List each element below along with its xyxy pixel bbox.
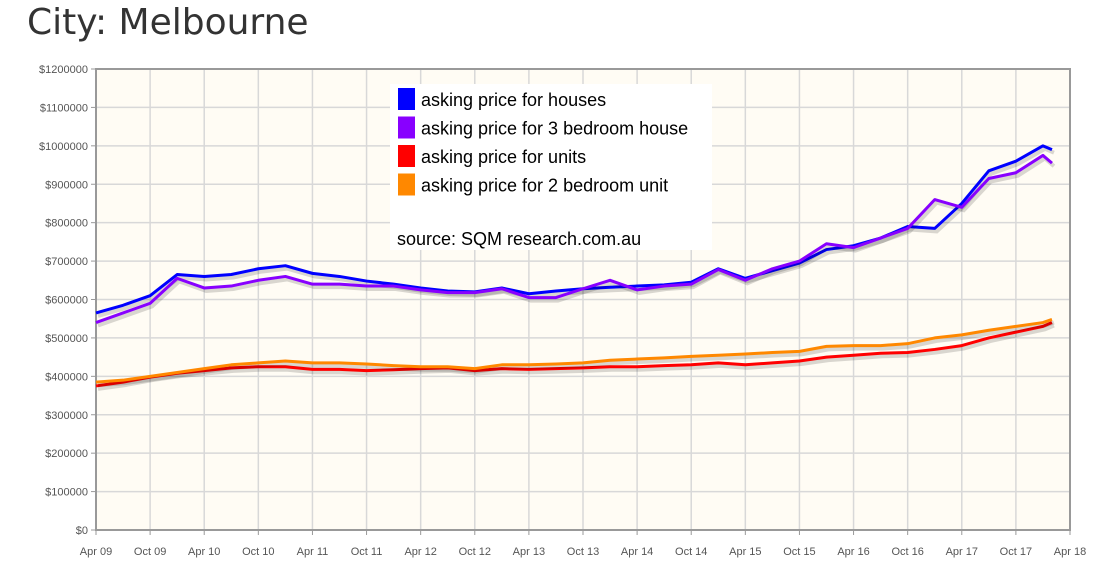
plot-border <box>95 68 1071 531</box>
x-tick-label: Apr 14 <box>621 546 653 558</box>
legend-label: asking price for houses <box>421 90 606 110</box>
y-tick-label: $1100000 <box>40 102 88 114</box>
series-line-2 <box>95 321 1053 388</box>
x-tick-label: Apr 15 <box>729 546 761 558</box>
x-tick-label: Apr 12 <box>404 546 436 558</box>
x-tick-label: Oct 15 <box>783 546 815 558</box>
legend-box <box>390 84 712 250</box>
y-tick-label: $1200000 <box>39 64 88 76</box>
y-tick-label: $500000 <box>45 333 88 345</box>
x-tick-label: Oct 17 <box>1000 546 1032 558</box>
x-tick-label: Oct 13 <box>567 546 599 558</box>
legend-label: asking price for units <box>421 147 586 167</box>
y-tick-label: $800000 <box>45 218 88 230</box>
y-tick-label: $100000 <box>45 487 88 499</box>
series-shadow <box>97 155 1056 328</box>
y-tick-label: $600000 <box>45 295 88 307</box>
x-tick-label: Apr 09 <box>80 546 112 558</box>
x-tick-label: Apr 10 <box>188 546 220 558</box>
x-tick-label: Oct 11 <box>351 546 383 558</box>
y-tick-label: $300000 <box>45 410 88 422</box>
x-tick-label: Apr 13 <box>513 546 545 558</box>
x-tick-label: Oct 09 <box>134 546 166 558</box>
x-tick-label: Apr 18 <box>1054 546 1086 558</box>
y-tick-label: $1000000 <box>39 141 88 153</box>
x-tick-label: Apr 11 <box>297 546 329 558</box>
y-tick-label: $900000 <box>45 179 88 191</box>
x-tick-label: Oct 12 <box>459 546 491 558</box>
x-tick-label: Oct 14 <box>675 546 707 558</box>
series-shadow <box>97 323 1055 391</box>
y-tick-label: $0 <box>76 525 88 537</box>
legend: asking price for houses asking price for … <box>390 84 712 250</box>
legend-swatch <box>398 88 415 110</box>
series-line-1 <box>95 153 1053 324</box>
legend-label: asking price for 2 bedroom unit <box>421 176 668 196</box>
legend-swatch <box>398 145 415 167</box>
y-tick-label: $200000 <box>45 448 88 460</box>
x-tick-label: Apr 17 <box>946 546 978 558</box>
legend-swatch <box>398 173 415 196</box>
x-tick-label: Oct 16 <box>891 546 923 558</box>
y-tick-label: $400000 <box>45 371 88 383</box>
series-shadow <box>97 146 1055 318</box>
source-annotation: source: SQM research.com.au <box>397 229 641 249</box>
page-title: City: Melbourne <box>27 2 309 43</box>
legend-label: asking price for 3 bedroom house <box>421 119 688 139</box>
y-tick-label: $700000 <box>45 256 88 268</box>
x-tick-label: Oct 10 <box>242 546 274 558</box>
series-shadow <box>97 320 1055 388</box>
x-tick-label: Apr 16 <box>837 546 869 558</box>
legend-swatch <box>398 116 415 139</box>
series-line-3 <box>95 318 1053 384</box>
